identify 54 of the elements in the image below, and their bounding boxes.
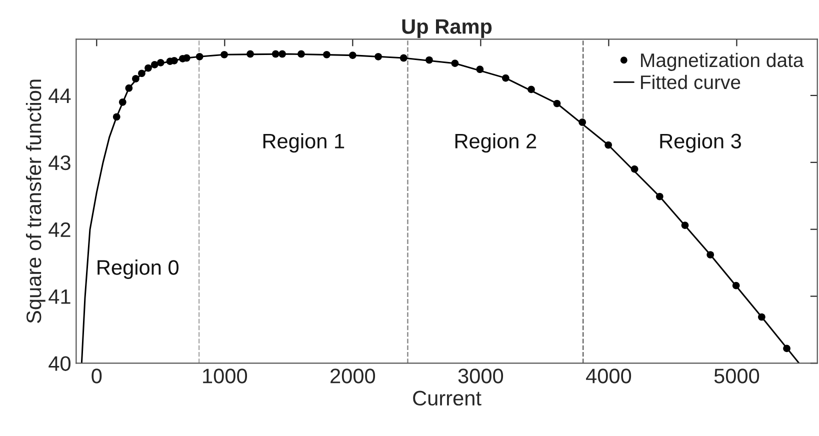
annotation: Region 3 bbox=[660, 133, 742, 153]
annotation: Region 0 bbox=[98, 260, 178, 279]
point bbox=[156, 58, 164, 66]
x-axis-title: Current bbox=[413, 390, 482, 406]
point bbox=[112, 113, 120, 121]
legend-label: Magnetization data bbox=[641, 52, 804, 71]
point bbox=[528, 86, 535, 94]
x-tick-label: 0 bbox=[92, 368, 102, 384]
y-tick-label: 40 bbox=[48, 356, 70, 371]
point bbox=[246, 50, 254, 58]
x-tick-label: 3000 bbox=[458, 368, 504, 384]
point bbox=[323, 50, 330, 58]
point bbox=[272, 50, 280, 58]
annotation: Region 1 bbox=[263, 133, 344, 153]
point bbox=[374, 52, 382, 60]
point bbox=[656, 192, 664, 200]
point bbox=[630, 165, 638, 173]
point bbox=[426, 56, 433, 64]
point bbox=[170, 56, 178, 64]
point bbox=[732, 282, 740, 290]
y-tick-label: 44 bbox=[48, 88, 71, 104]
point bbox=[150, 61, 158, 68]
point bbox=[553, 100, 561, 108]
y-tick-label: 42 bbox=[48, 222, 70, 237]
point bbox=[451, 60, 459, 68]
point bbox=[476, 66, 484, 74]
chart-title: Up Ramp bbox=[402, 19, 492, 38]
point bbox=[132, 75, 140, 82]
point bbox=[118, 98, 126, 106]
y-axis-title: Square of transfer function bbox=[26, 80, 46, 324]
point bbox=[758, 313, 766, 321]
point bbox=[144, 64, 152, 72]
point bbox=[578, 118, 586, 126]
point bbox=[400, 54, 408, 62]
point bbox=[196, 52, 204, 60]
point bbox=[349, 52, 356, 59]
y-tick-label: 43 bbox=[48, 155, 70, 170]
point bbox=[706, 251, 714, 258]
point bbox=[278, 50, 286, 58]
y-tick-label: 41 bbox=[48, 289, 70, 304]
point bbox=[681, 222, 689, 229]
point bbox=[125, 84, 133, 92]
x-tick-label: 2000 bbox=[330, 368, 376, 384]
point bbox=[298, 50, 305, 58]
point bbox=[138, 70, 146, 78]
point bbox=[502, 74, 510, 82]
point bbox=[783, 344, 790, 352]
x-tick-label: 4000 bbox=[586, 368, 632, 384]
annotation: Region 2 bbox=[455, 133, 536, 153]
x-tick-label: 1000 bbox=[203, 368, 248, 384]
point bbox=[604, 141, 612, 149]
x-tick-label: 5000 bbox=[714, 368, 760, 384]
point bbox=[220, 50, 228, 58]
legend-label: Fitted curve bbox=[641, 74, 740, 90]
